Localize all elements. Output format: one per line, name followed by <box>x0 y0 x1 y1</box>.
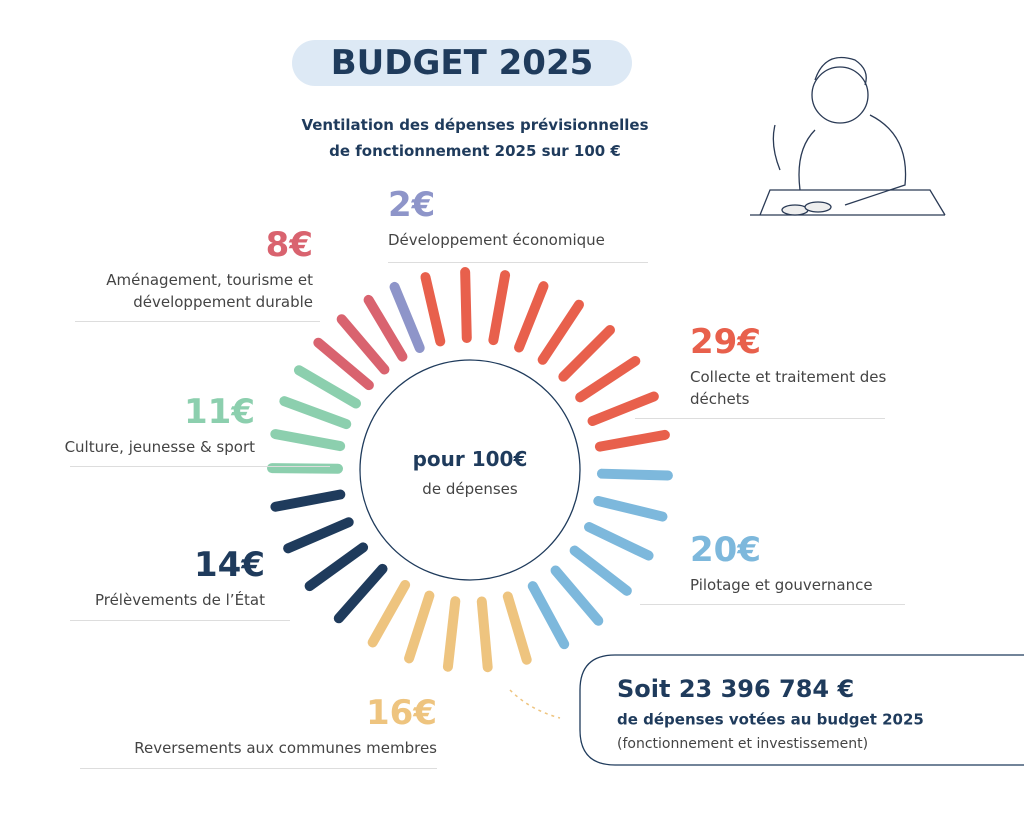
segment <box>389 281 425 353</box>
dash <box>488 270 511 346</box>
value-label: 29€ <box>690 322 761 362</box>
center-text: pour 100€ <box>413 447 528 471</box>
segment <box>313 294 408 391</box>
dash <box>270 429 346 452</box>
annotation: (fonctionnement et investissement) <box>617 736 868 752</box>
label-rule <box>635 418 885 419</box>
category-label: Pilotage et gouvernance <box>690 576 873 594</box>
dash <box>404 590 435 664</box>
connector <box>509 689 561 719</box>
dash <box>367 579 411 648</box>
category-label: Culture, jeunesse & sport <box>64 438 255 456</box>
value-label: 16€ <box>366 693 437 733</box>
segment <box>267 365 361 474</box>
illustration <box>750 56 946 216</box>
dash <box>420 272 446 347</box>
label-rule <box>640 604 905 605</box>
dash <box>596 468 673 481</box>
dash <box>550 565 604 626</box>
center-text: de dépenses <box>422 480 518 498</box>
dash <box>363 294 408 362</box>
dash <box>283 517 354 554</box>
dash <box>267 463 344 474</box>
segment <box>367 579 532 673</box>
segment <box>527 468 673 650</box>
value-label: 20€ <box>690 530 761 570</box>
dash <box>304 542 369 592</box>
annotation: de dépenses votées au budget 2025 <box>617 711 924 729</box>
dash <box>279 396 352 430</box>
value-label: 11€ <box>184 392 255 432</box>
category-label: Aménagement, tourisme et développement d… <box>106 271 313 311</box>
dash <box>514 281 549 353</box>
dash <box>460 267 472 344</box>
dash <box>594 429 670 452</box>
segment <box>420 267 670 452</box>
dash <box>333 563 388 624</box>
subtitle-line: Ventilation des dépenses prévisionnelles <box>301 116 649 134</box>
dash <box>293 365 361 409</box>
category-label: Prélèvements de l’État <box>94 591 265 609</box>
category-label: Collecte et traitement des déchets <box>690 368 887 408</box>
value-label: 8€ <box>265 225 313 265</box>
dash <box>476 596 493 673</box>
label-rule <box>70 466 330 467</box>
dash <box>270 489 346 512</box>
label-rule <box>80 768 437 769</box>
segment <box>270 489 388 624</box>
label-rule <box>70 620 290 621</box>
title-pill <box>292 40 632 86</box>
dash <box>593 496 668 522</box>
dash <box>389 281 425 353</box>
value-label: 2€ <box>388 185 436 225</box>
dash <box>527 581 570 650</box>
label-rule <box>75 321 320 322</box>
chart-title: BUDGET 2025 <box>330 43 594 83</box>
center-circle <box>359 359 581 581</box>
dash <box>569 545 632 596</box>
dash <box>575 356 641 403</box>
category-label: Reversements aux communes membres <box>134 739 437 757</box>
value-label: 14€ <box>194 545 265 585</box>
dash <box>502 591 532 665</box>
category-label: Développement économique <box>388 231 605 249</box>
annotation: Soit 23 396 784 € <box>617 675 854 703</box>
dash <box>587 391 659 426</box>
dash <box>537 299 584 365</box>
dash <box>442 596 461 672</box>
label-rule <box>388 262 648 263</box>
dash <box>584 522 654 561</box>
dash <box>558 324 616 382</box>
dash <box>336 314 390 375</box>
callout-box <box>579 654 1024 766</box>
dash <box>313 337 374 391</box>
subtitle-line: de fonctionnement 2025 sur 100 € <box>329 142 621 160</box>
